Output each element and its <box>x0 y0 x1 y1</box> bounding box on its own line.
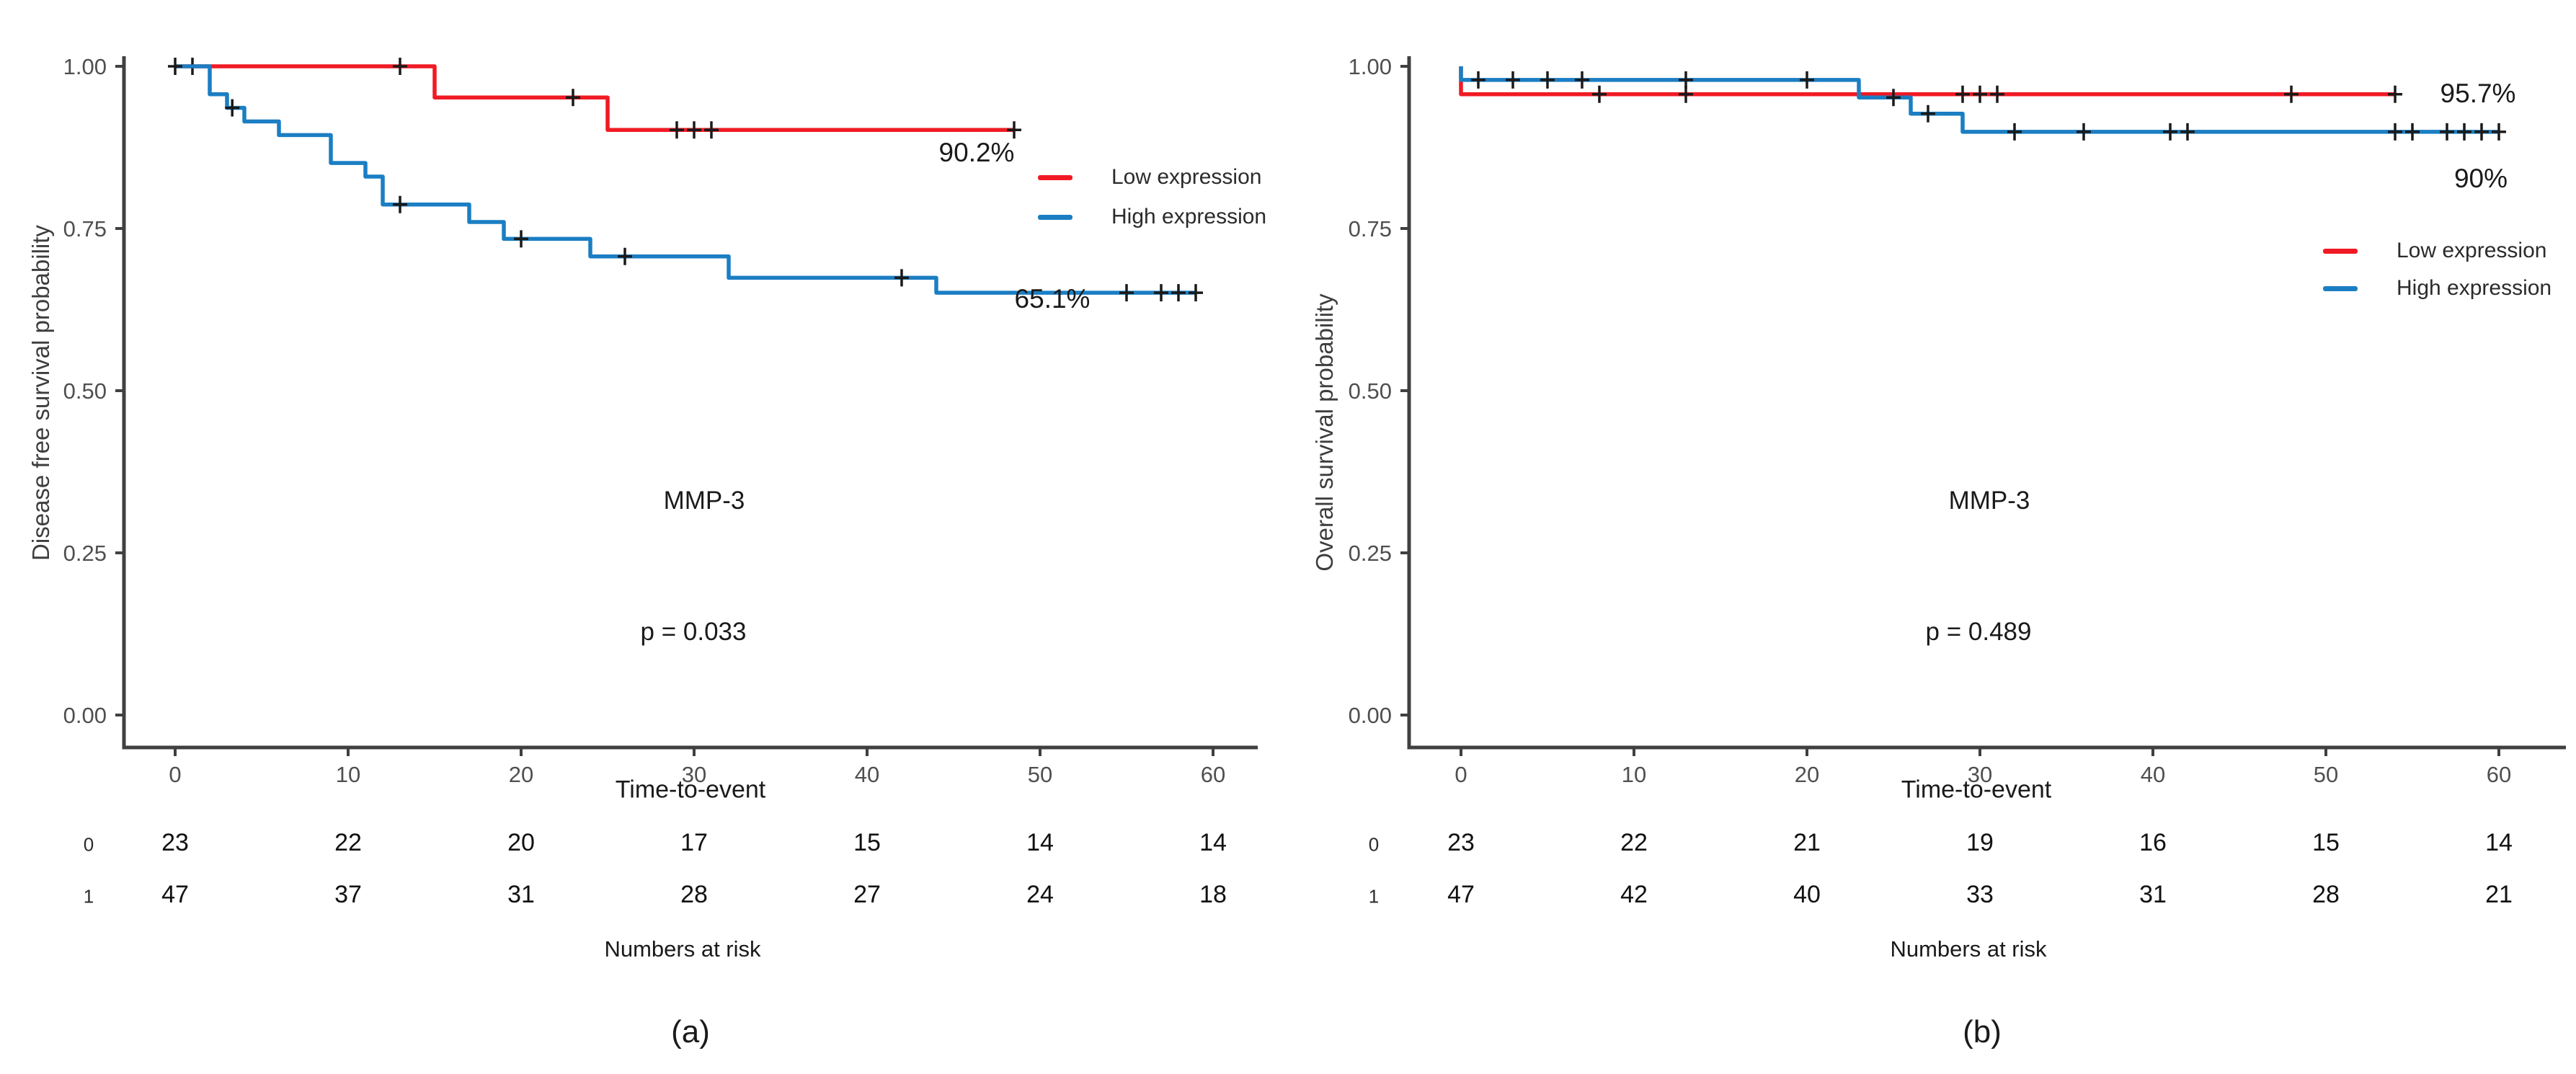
risk-count: 14 <box>2485 829 2513 856</box>
risk-count: 37 <box>334 881 362 908</box>
x-axis-label-b: Time-to-event <box>1901 776 2052 804</box>
legend-low-line-icon <box>2323 248 2358 254</box>
gene-annotation-a: MMP-3 <box>663 487 745 515</box>
risk-row-label-1-b: 1 <box>1368 885 1380 907</box>
legend-high-line-icon <box>2323 285 2358 291</box>
risk-count: 23 <box>1447 829 1475 856</box>
risk-count: 18 <box>1199 881 1227 908</box>
svg-text:1.00: 1.00 <box>1349 54 1392 79</box>
risk-count: 21 <box>1793 829 1821 856</box>
numbers-at-risk-title-a: Numbers at risk <box>604 936 761 962</box>
risk-count: 28 <box>2312 881 2340 908</box>
svg-text:30: 30 <box>682 762 706 787</box>
panel-caption-b: (b) <box>1963 1014 2002 1049</box>
risk-count: 47 <box>1447 881 1475 908</box>
risk-count: 20 <box>507 829 535 856</box>
risk-count: 47 <box>161 881 189 908</box>
legend-high-line-icon <box>1038 214 1072 220</box>
y-axis-label-a: Disease free survival probability <box>27 225 54 561</box>
legend-low-label: Low expression <box>1111 165 1262 189</box>
svg-text:60: 60 <box>1201 762 1225 787</box>
survival-pct-label-high-a: 65.1% <box>1014 284 1091 314</box>
risk-row-label-0-a: 0 <box>83 833 94 856</box>
svg-text:50: 50 <box>1028 762 1052 787</box>
risk-count: 22 <box>334 829 362 856</box>
p-value-annotation-a: p = 0.033 <box>640 618 747 646</box>
svg-text:0.00: 0.00 <box>63 703 107 728</box>
svg-text:0.00: 0.00 <box>1349 703 1392 728</box>
svg-text:50: 50 <box>2314 762 2338 787</box>
risk-count: 16 <box>2139 829 2167 856</box>
survival-pct-label-low-a: 90.2% <box>938 138 1015 167</box>
legend-high-label: High expression <box>2397 276 2552 300</box>
svg-text:30: 30 <box>1968 762 1992 787</box>
km-plot-panel-a: 1.00 0.75 0.50 0.25 0.00 0 10 20 30 40 50 60 <box>63 54 1258 787</box>
svg-text:1.00: 1.00 <box>63 54 107 79</box>
risk-count: 19 <box>1966 829 1994 856</box>
risk-row-label-0-b: 0 <box>1368 833 1380 856</box>
svg-text:0.75: 0.75 <box>1349 216 1392 241</box>
legend-low-label: Low expression <box>2397 239 2547 262</box>
gene-annotation-b: MMP-3 <box>1948 487 2030 515</box>
risk-count: 28 <box>680 881 708 908</box>
legend-entry-high-b: High expression <box>2323 276 2551 301</box>
svg-text:0.50: 0.50 <box>1349 378 1392 404</box>
risk-count: 31 <box>2139 881 2167 908</box>
survival-pct-label-high-b: 90% <box>2453 164 2508 193</box>
x-axis-label-a: Time-to-event <box>615 776 766 804</box>
legend-low-line-icon <box>1038 174 1072 180</box>
risk-count: 31 <box>507 881 535 908</box>
risk-count: 14 <box>1026 829 1054 856</box>
y-axis-label-b: Overall survival probability <box>1311 293 1338 572</box>
svg-text:20: 20 <box>1795 762 1819 787</box>
risk-count: 24 <box>1026 881 1054 908</box>
risk-count: 40 <box>1793 881 1821 908</box>
legend-entry-high-a: High expression <box>1038 205 1266 229</box>
svg-text:20: 20 <box>509 762 533 787</box>
risk-count: 17 <box>680 829 708 856</box>
legend-entry-low-b: Low expression <box>2323 239 2546 263</box>
survival-pct-label-low-b: 95.7% <box>2440 79 2516 108</box>
svg-text:0.50: 0.50 <box>63 378 107 404</box>
km-plot-panel-b: 1.00 0.75 0.50 0.25 0.00 0 10 20 30 40 50 60 <box>1349 54 2566 787</box>
legend-high-label: High expression <box>1111 205 1267 228</box>
svg-text:0: 0 <box>169 762 181 787</box>
risk-count: 15 <box>853 829 881 856</box>
risk-count: 14 <box>1199 829 1227 856</box>
svg-text:60: 60 <box>2487 762 2511 787</box>
panel-caption-a: (a) <box>671 1014 710 1049</box>
svg-text:0.75: 0.75 <box>63 216 107 241</box>
svg-text:0: 0 <box>1454 762 1467 787</box>
risk-count: 42 <box>1620 881 1648 908</box>
legend-entry-low-a: Low expression <box>1038 165 1261 190</box>
numbers-at-risk-title-b: Numbers at risk <box>1890 936 2047 962</box>
svg-text:40: 40 <box>855 762 879 787</box>
svg-text:0.25: 0.25 <box>63 541 107 566</box>
svg-text:0.25: 0.25 <box>1349 541 1392 566</box>
risk-count: 22 <box>1620 829 1648 856</box>
risk-count: 27 <box>853 881 881 908</box>
risk-count: 21 <box>2485 881 2513 908</box>
risk-row-label-1-a: 1 <box>83 885 94 907</box>
p-value-annotation-b: p = 0.489 <box>1925 618 2032 646</box>
svg-text:10: 10 <box>336 762 360 787</box>
svg-text:10: 10 <box>1622 762 1646 787</box>
risk-count: 23 <box>161 829 189 856</box>
risk-count: 15 <box>2312 829 2340 856</box>
svg-text:40: 40 <box>2141 762 2165 787</box>
risk-count: 33 <box>1966 881 1994 908</box>
